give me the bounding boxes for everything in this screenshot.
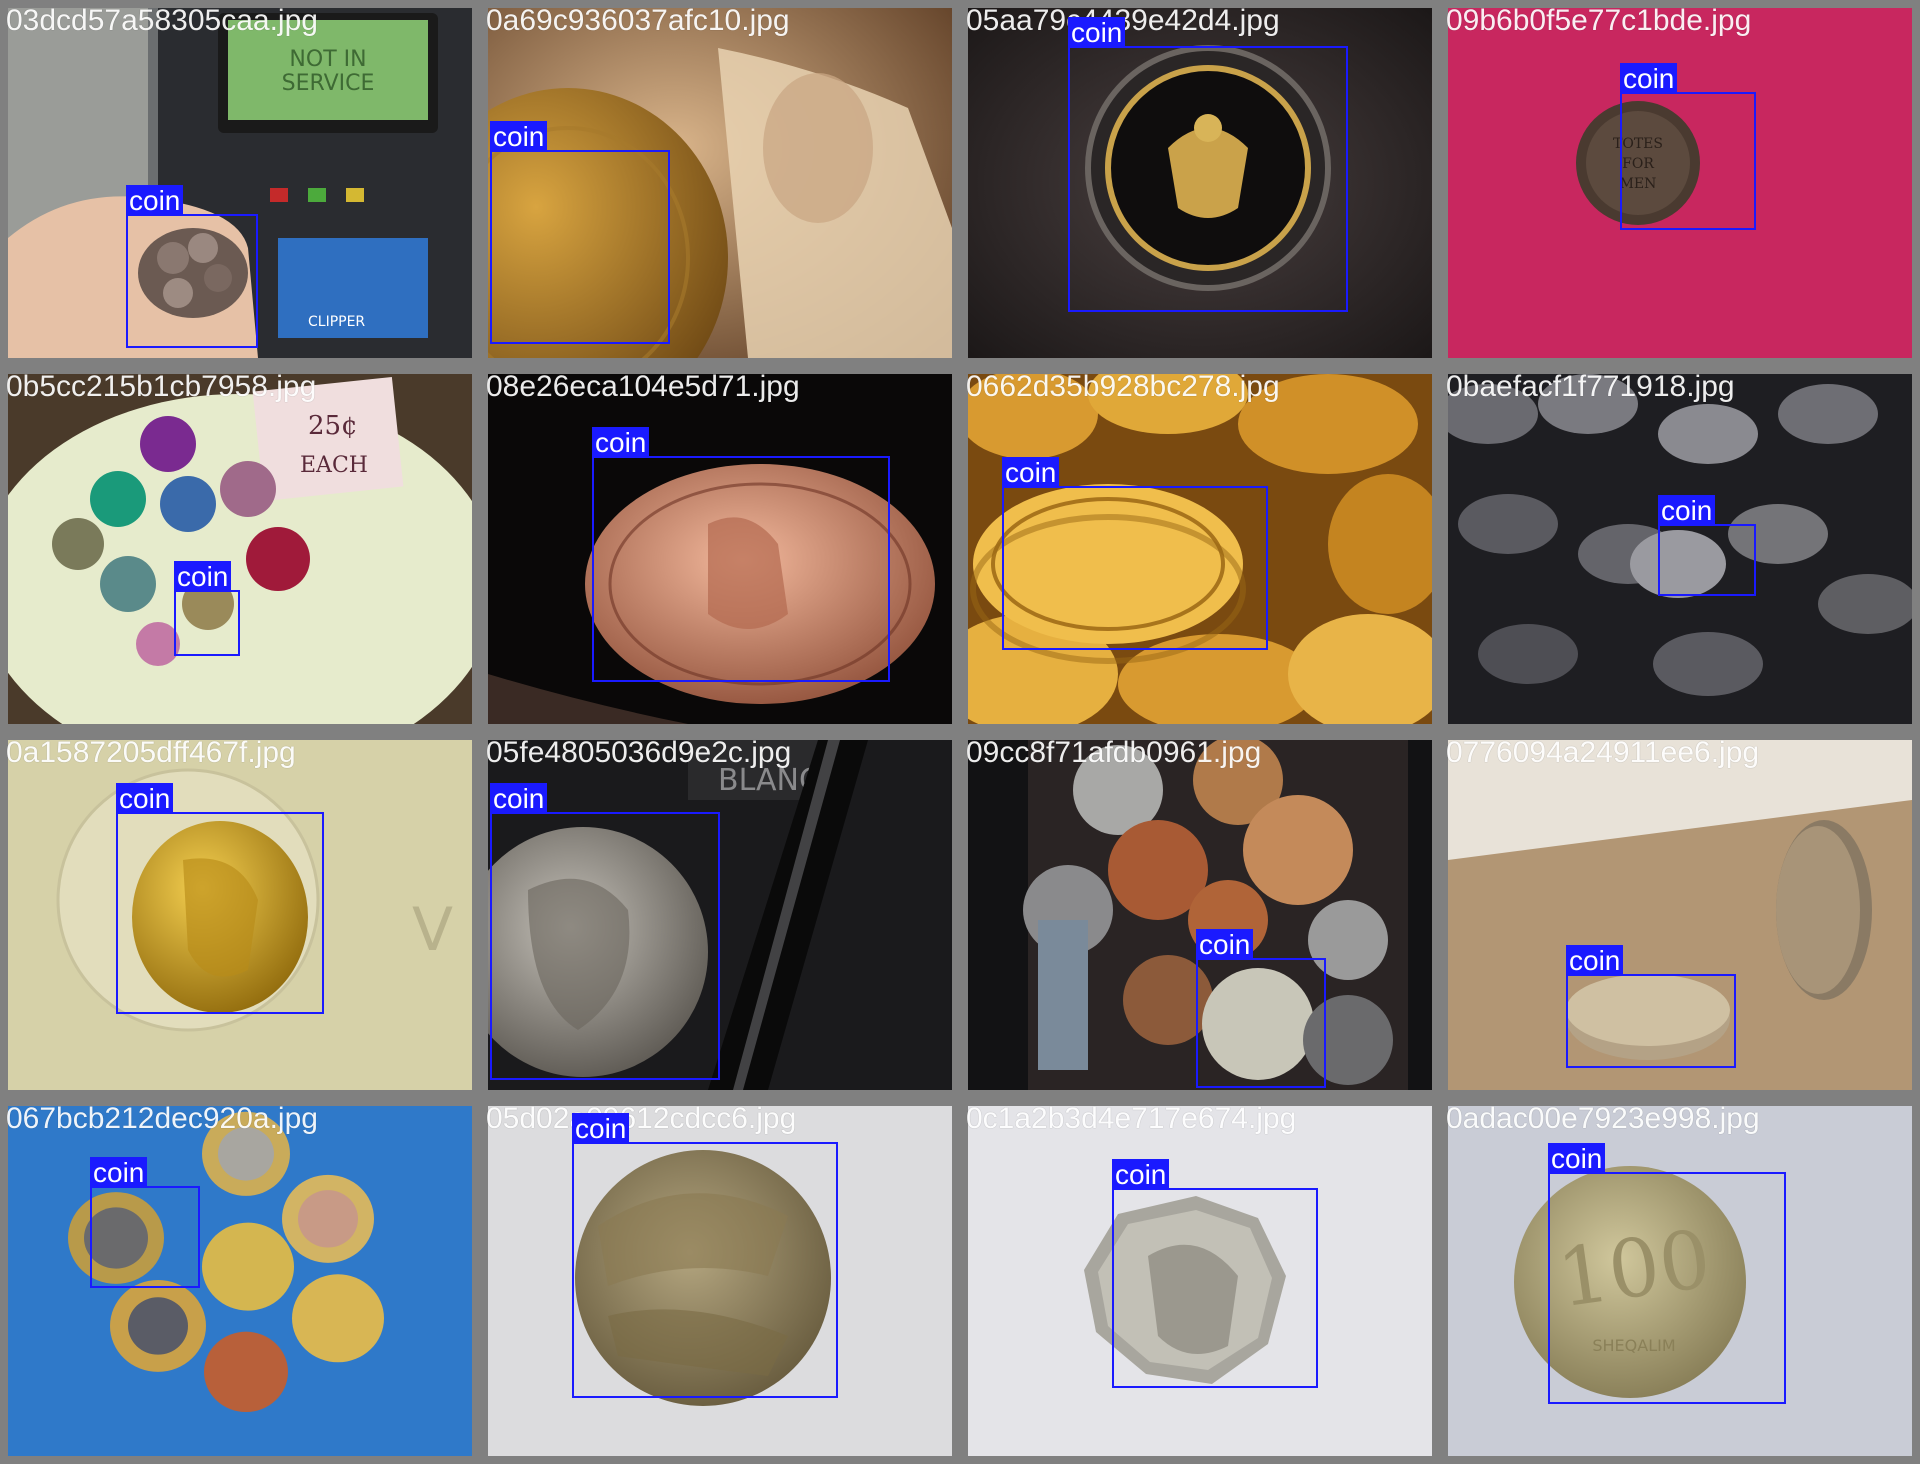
tile-filename: 05d02a09612cdcc6.jpg [486,1102,797,1135]
tile-16[interactable]: 100 SHEQALIM 0adac00e7923e998.jpg coin [1440,1098,1920,1464]
bounding-box: coin [1112,1159,1318,1388]
bounding-box: coin [490,783,720,1080]
tile-filename: 05fe4805036d9e2c.jpg [486,736,792,769]
bounding-box: coin [1196,929,1326,1088]
tile-4[interactable]: TOTES FOR MEN 09b6b0f5e77c1bde.jpg coin [1440,0,1920,366]
tile-3[interactable]: 05aa79c4439e42d4.jpg coin [960,0,1440,366]
tile-filename: 0662d35b928bc278.jpg [966,370,1280,403]
bounding-box: coin [572,1113,838,1398]
box-label: coin [1620,63,1678,94]
bounding-box: coin [490,121,670,344]
box-label: coin [572,1113,630,1144]
svg-text:SERVICE: SERVICE [282,71,375,96]
svg-text:MEN: MEN [1620,176,1657,192]
svg-text:FOR: FOR [1622,156,1654,172]
tile-11[interactable]: 09cc8f71afdb0961.jpg coin [960,732,1440,1098]
box-label: coin [1002,457,1060,488]
tile-filename: 03dcd57a58305caa.jpg [6,4,318,37]
tile-filename: 09b6b0f5e77c1bde.jpg [1446,4,1752,37]
tile-14[interactable]: 05d02a09612cdcc6.jpg coin [480,1098,960,1464]
tile-image [1448,374,1912,724]
tile-filename: 08e26eca104e5d71.jpg [486,370,800,403]
tile-5[interactable]: 25¢ EACH 0b5cc215b1cb7958.jpg coin [0,366,480,732]
tile-filename: 0c1a2b3d4e717e674.jpg [966,1102,1297,1135]
tile-image [968,8,1432,358]
bounding-box: coin [1002,457,1268,650]
box-label: coin [490,121,548,152]
tile-image: TOTES FOR MEN [1448,8,1912,358]
tile-image [1448,740,1912,1090]
tile-filename: 0adac00e7923e998.jpg [1446,1102,1760,1135]
bounding-box: coin [1620,63,1756,230]
tile-7[interactable]: 0662d35b928bc278.jpg coin [960,366,1440,732]
box-label: coin [116,783,174,814]
box-label: coin [90,1157,148,1188]
svg-text:NOT IN: NOT IN [289,47,366,72]
bounding-box: coin [1548,1143,1786,1404]
tile-image [968,740,1432,1090]
tile-filename: 0a69c936037afc10.jpg [486,4,790,37]
tile-8[interactable]: 0baefacf1f771918.jpg coin [1440,366,1920,732]
svg-text:SHEQALIM: SHEQALIM [1592,1336,1675,1355]
tile-image [968,374,1432,724]
bounding-box: coin [174,561,240,656]
tile-image [8,1106,472,1456]
tile-filename: 0776094a24911ee6.jpg [1446,736,1760,769]
tile-2[interactable]: 0a69c936037afc10.jpg coin [480,0,960,366]
tile-filename: 0b5cc215b1cb7958.jpg [6,370,317,403]
tile-image: 25¢ EACH [8,374,472,724]
box-label: coin [1068,17,1126,48]
tile-filename: 09cc8f71afdb0961.jpg [966,736,1262,769]
tile-image [488,8,952,358]
tile-image: BLANC [488,740,952,1090]
svg-text:TOTES: TOTES [1613,136,1663,152]
box-label: coin [1658,495,1716,526]
tile-1[interactable]: NOT IN SERVICE CLIPPER 03dcd57a58305caa.… [0,0,480,366]
tile-13[interactable]: 067bcb212dec920a.jpg coin [0,1098,480,1464]
tile-filename: 067bcb212dec920a.jpg [6,1102,318,1135]
bounding-box: coin [1658,495,1756,596]
tile-10[interactable]: BLANC 05fe4805036d9e2c.jpg coin [480,732,960,1098]
tile-6[interactable]: 08e26eca104e5d71.jpg coin [480,366,960,732]
tile-filename: 0a1587205dff467f.jpg [6,736,296,769]
svg-text:EACH: EACH [300,453,368,478]
box-label: coin [1112,1159,1170,1190]
bounding-box: coin [90,1157,200,1288]
tile-filename: 0baefacf1f771918.jpg [1446,370,1735,403]
tile-15[interactable]: 0c1a2b3d4e717e674.jpg coin [960,1098,1440,1464]
box-label: coin [1566,945,1624,976]
bounding-box: coin [126,185,258,348]
bounding-box: coin [1566,945,1736,1068]
bounding-box: coin [592,427,890,682]
svg-text:100: 100 [1552,1212,1716,1325]
tile-9[interactable]: V 0a1587205dff467f.jpg coin [0,732,480,1098]
box-label: coin [592,427,650,458]
box-label: coin [174,561,232,592]
svg-text:25¢: 25¢ [308,411,358,441]
bounding-box: coin [116,783,324,1014]
box-label: coin [126,185,184,216]
box-label: coin [1196,929,1254,960]
box-label: coin [1548,1143,1606,1174]
tile-image: V [8,740,472,1090]
tile-image [968,1106,1432,1456]
tile-image [488,374,952,724]
tile-12[interactable]: 0776094a24911ee6.jpg coin [1440,732,1920,1098]
svg-text:V: V [412,895,453,965]
svg-text:CLIPPER: CLIPPER [308,314,365,330]
box-label: coin [490,783,548,814]
tile-image: NOT IN SERVICE CLIPPER [8,8,472,358]
bounding-box: coin [1068,17,1348,312]
tile-image: 100 SHEQALIM [1448,1106,1912,1456]
